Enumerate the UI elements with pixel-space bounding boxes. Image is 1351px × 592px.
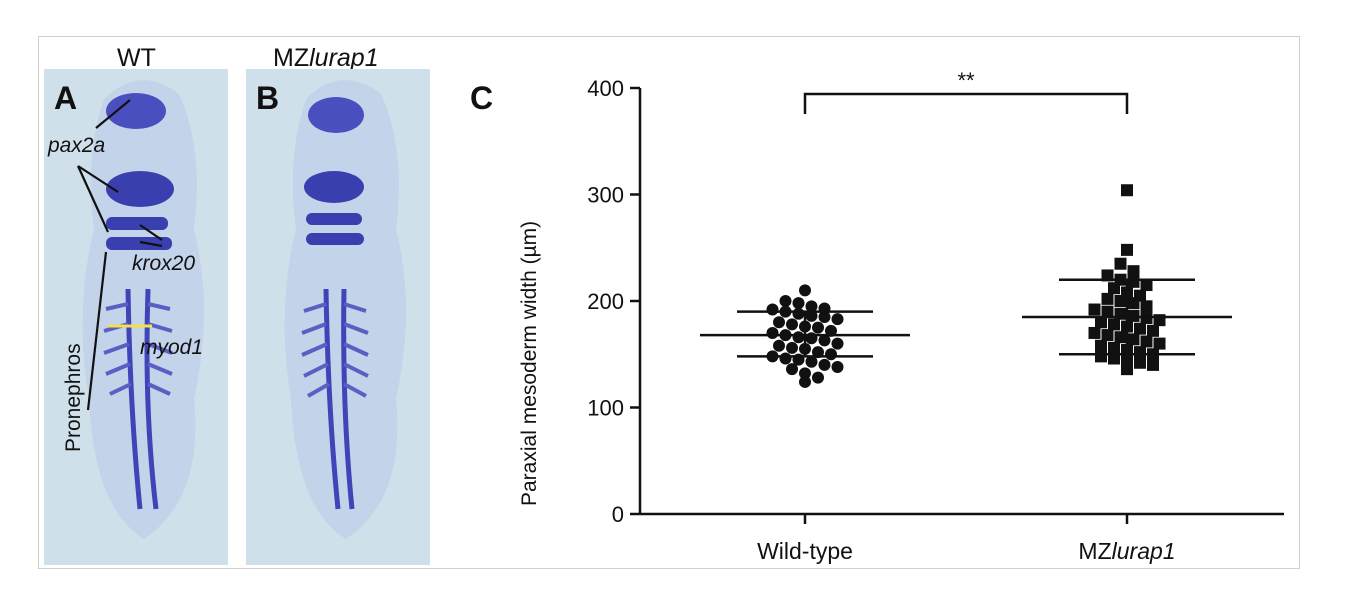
- data-point: [766, 303, 779, 316]
- pax2a-label: pax2a: [48, 134, 106, 157]
- data-point: [779, 352, 792, 365]
- data-point: [779, 295, 792, 307]
- data-point: [812, 371, 824, 384]
- y-tick-label: 0: [612, 502, 624, 527]
- data-point: [831, 337, 844, 350]
- panel-a-letter: A: [54, 80, 78, 116]
- data-point: [1088, 303, 1101, 316]
- krox20-label: krox20: [132, 252, 196, 275]
- data-point: [831, 313, 844, 326]
- data-point: [1108, 352, 1120, 365]
- y-tick-label: 400: [587, 76, 624, 101]
- data-point: [812, 321, 824, 334]
- data-point: [812, 346, 824, 359]
- data-point: [792, 307, 805, 320]
- data-point: [825, 348, 837, 361]
- data-point: [818, 334, 831, 347]
- data-point: [1101, 305, 1114, 318]
- y-tick-label: 100: [587, 396, 624, 421]
- data-point: [818, 358, 831, 371]
- data-point: [1134, 356, 1146, 369]
- data-point: [1140, 300, 1153, 313]
- data-point: [1108, 318, 1120, 331]
- data-point: [1127, 265, 1140, 278]
- x-tick-label: Wild-type: [757, 538, 853, 564]
- data-point: [799, 375, 811, 388]
- data-point: [1140, 335, 1153, 348]
- data-point: [786, 341, 798, 354]
- data-point: [766, 326, 779, 339]
- panel-b-image: [246, 69, 430, 565]
- data-point: [1147, 324, 1159, 337]
- data-point: [1088, 326, 1101, 339]
- data-point: [1108, 341, 1120, 354]
- data-point: [1127, 333, 1140, 346]
- data-point: [1147, 358, 1159, 371]
- data-point: [1121, 243, 1133, 256]
- data-point: [1101, 292, 1114, 305]
- data-point: [792, 331, 805, 344]
- data-point: [1140, 279, 1153, 292]
- data-point: [773, 316, 785, 329]
- data-point: [773, 339, 785, 352]
- data-point: [805, 309, 818, 322]
- panel-a-title: WT: [117, 44, 156, 72]
- data-point: [1114, 257, 1127, 270]
- data-point: [792, 297, 805, 310]
- data-point: [786, 318, 798, 331]
- data-point: [1121, 184, 1133, 197]
- significance-label: **: [957, 68, 975, 93]
- significance-bracket: [803, 92, 1129, 114]
- data-point: [1095, 339, 1107, 352]
- panel-b-letter: B: [256, 80, 280, 116]
- data-point: [1108, 282, 1120, 295]
- data-point: [825, 324, 837, 337]
- data-point: [805, 355, 818, 368]
- data-point: [1101, 329, 1114, 342]
- data-point: [786, 363, 798, 376]
- data-point: [1127, 275, 1140, 288]
- data-point: [799, 284, 811, 297]
- data-point: [1095, 316, 1107, 329]
- data-point: [799, 367, 811, 380]
- panel-b-title: MZlurap1: [273, 44, 379, 72]
- panel-c-letter: C: [470, 80, 494, 116]
- data-point: [1114, 295, 1127, 307]
- x-tick-label: MZlurap1: [1078, 538, 1175, 564]
- data-point: [818, 310, 831, 323]
- myod1-label: myod1: [140, 336, 204, 359]
- data-point: [1134, 322, 1146, 335]
- data-point: [831, 361, 844, 374]
- y-tick-label: 300: [587, 183, 624, 208]
- data-point: [1095, 350, 1107, 363]
- data-point: [805, 300, 818, 313]
- y-tick-label: 200: [587, 289, 624, 314]
- data-point: [1127, 297, 1140, 310]
- data-point: [1121, 363, 1133, 376]
- data-point: [1153, 337, 1166, 350]
- data-point: [1101, 269, 1114, 282]
- data-point: [1114, 331, 1127, 344]
- data-point: [1134, 346, 1146, 359]
